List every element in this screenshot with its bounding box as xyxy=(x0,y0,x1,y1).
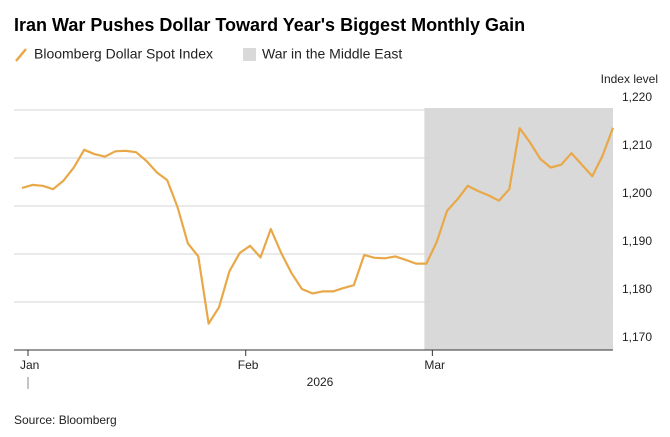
x-tick-label: Jan xyxy=(20,358,39,372)
highlight-band xyxy=(424,108,613,350)
y-tick-label: 1,190 xyxy=(622,234,652,248)
x-axis-label: 2026 xyxy=(307,375,334,389)
x-tick-label: Mar xyxy=(424,358,445,372)
data-line xyxy=(21,127,615,325)
y-tick-label: 1,220 xyxy=(622,90,652,104)
y-tick-label: 1,210 xyxy=(622,138,652,152)
y-tick-label: 1,200 xyxy=(622,186,652,200)
chart-title: Iran War Pushes Dollar Toward Year's Big… xyxy=(14,15,525,35)
legend-line-icon xyxy=(15,48,27,62)
legend-label: War in the Middle East xyxy=(262,46,402,62)
x-tick-label: Feb xyxy=(238,358,259,372)
y-tick-label: 1,170 xyxy=(622,330,652,344)
source: Source: Bloomberg xyxy=(14,413,117,427)
legend-label: Bloomberg Dollar Spot Index xyxy=(34,46,213,62)
y-axis-label: Index level xyxy=(601,72,658,86)
y-tick-label: 1,180 xyxy=(622,282,652,296)
legend-shade-icon xyxy=(243,48,256,61)
